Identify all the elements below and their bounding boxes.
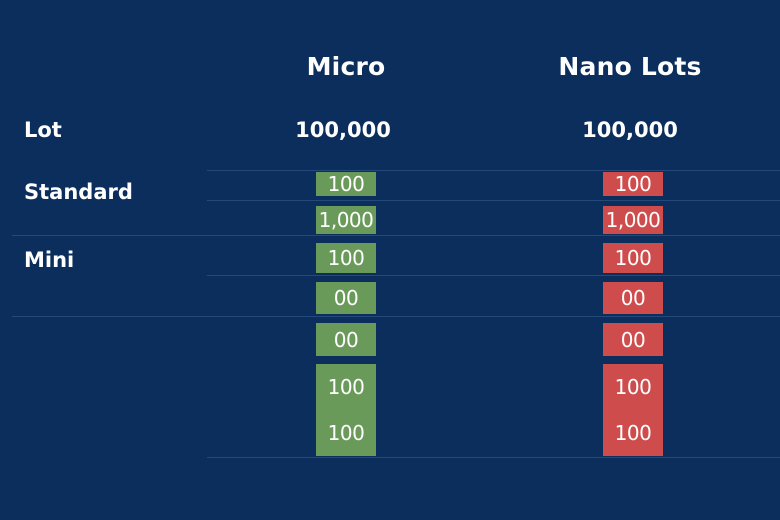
micro-cell: 100 — [316, 172, 376, 196]
row-divider — [207, 457, 780, 458]
nano-cell: 100 — [603, 172, 663, 196]
micro-cell: 00 — [316, 282, 376, 314]
micro-cell: 00 — [316, 323, 376, 356]
row-divider — [12, 235, 780, 236]
row-divider — [207, 275, 780, 276]
nano-cell-stack: 100 100 — [603, 364, 663, 456]
micro-cell: 1,000 — [316, 206, 376, 234]
nano-cell-value: 100 — [614, 421, 652, 445]
micro-cell-stack: 100 100 — [316, 364, 376, 456]
nano-cell-value: 100 — [614, 375, 652, 399]
row-divider — [207, 200, 780, 201]
row-divider — [12, 316, 780, 317]
row-label-mini: Mini — [24, 248, 75, 272]
lot-value-nano: 100,000 — [582, 118, 678, 142]
column-header-micro: Micro — [306, 52, 386, 81]
nano-cell: 00 — [603, 323, 663, 356]
micro-cell-value: 100 — [327, 375, 365, 399]
micro-cell: 100 — [316, 243, 376, 273]
column-header-nano-lots: Nano Lots — [558, 52, 702, 81]
micro-cell-value: 100 — [327, 421, 365, 445]
nano-cell: 100 — [603, 243, 663, 273]
row-label-lot: Lot — [24, 118, 62, 142]
nano-cell: 1,000 — [603, 206, 663, 234]
row-divider — [207, 170, 780, 171]
row-label-standard: Standard — [24, 180, 133, 204]
nano-cell: 00 — [603, 282, 663, 314]
lot-value-micro: 100,000 — [295, 118, 391, 142]
